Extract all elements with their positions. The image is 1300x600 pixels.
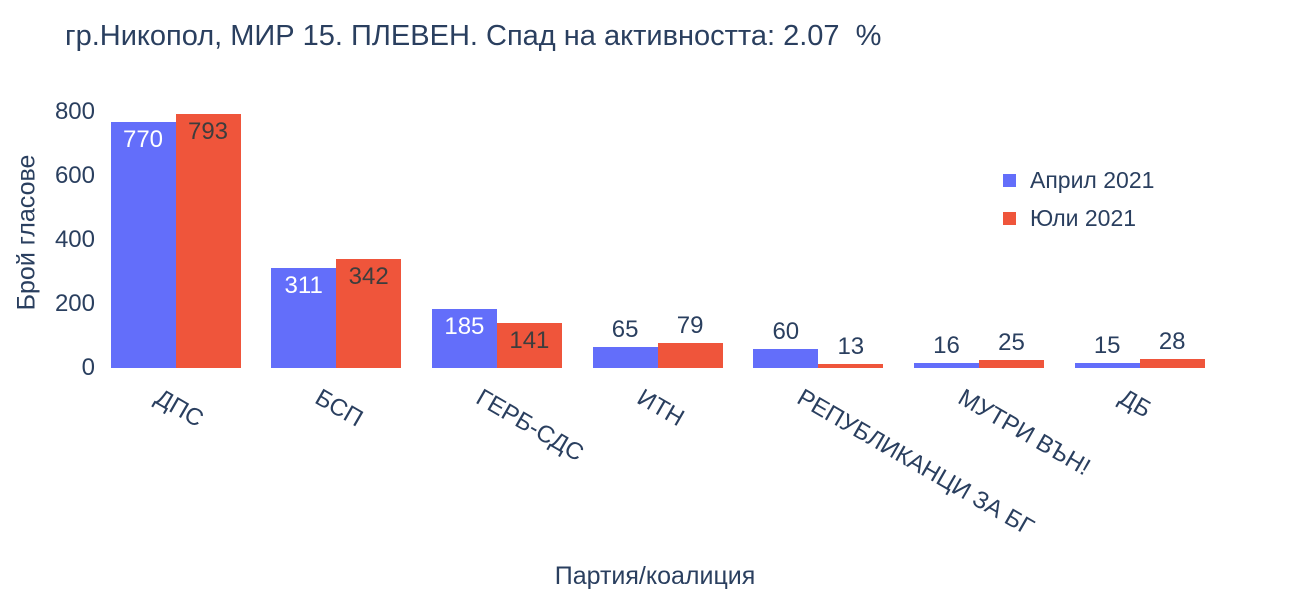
bar-value-label: 13	[837, 332, 865, 360]
bar-july	[1139, 359, 1205, 368]
legend-item[interactable]: Април 2021	[1003, 161, 1154, 199]
bar-july	[979, 360, 1044, 368]
x-tick-label: ИТН	[632, 384, 689, 433]
bar-april	[914, 362, 979, 368]
x-tick-label: ГЕРБ-СДС	[471, 384, 589, 467]
bar-value-label: 770	[122, 125, 164, 153]
bar-value-label: 185	[444, 312, 485, 340]
x-tick-label: ДПС	[150, 384, 208, 433]
bar-value-label: 28	[1158, 328, 1186, 356]
x-tick-label: БСП	[310, 384, 368, 433]
bar-april	[753, 348, 819, 368]
x-tick-label: ДБ	[1114, 384, 1156, 424]
bar-april	[431, 308, 497, 368]
bar-april	[110, 121, 176, 368]
y-tick-label: 400	[54, 226, 95, 253]
bar-value-label: 793	[187, 118, 229, 146]
legend-swatch-icon	[1003, 211, 1016, 225]
bar-value-label: 342	[348, 262, 389, 290]
bar-value-label: 141	[509, 326, 550, 354]
bar-july	[657, 342, 723, 368]
legend-label: Април 2021	[1030, 166, 1155, 193]
legend: Април 2021 Юли 2021	[1003, 161, 1154, 237]
x-tick-label: МУТРИ ВЪН!	[953, 384, 1095, 482]
bar-value-label: 65	[611, 316, 639, 344]
x-axis-title: Партия/коалиция	[554, 562, 756, 590]
bar-july	[175, 114, 241, 368]
bar-value-label: 15	[1093, 332, 1121, 360]
bar-value-label: 60	[772, 317, 800, 345]
bar-value-label: 16	[933, 331, 960, 359]
legend-item[interactable]: Юли 2021	[1003, 199, 1154, 237]
bar-value-label: 311	[284, 272, 323, 300]
chart-title: гр.Никопол, МИР 15. ПЛЕВЕН. Спад на акти…	[65, 20, 882, 52]
bar-july	[496, 322, 562, 368]
bar-april	[592, 347, 658, 368]
legend-swatch-icon	[1003, 173, 1016, 187]
y-tick-label: 0	[81, 354, 95, 381]
y-tick-label: 600	[54, 162, 95, 189]
bar-value-label: 79	[676, 311, 704, 339]
legend-label: Юли 2021	[1030, 204, 1137, 231]
bar-july	[336, 258, 402, 368]
y-tick-label: 200	[54, 290, 95, 317]
bar-april	[271, 268, 337, 368]
bar-value-label: 25	[998, 329, 1025, 356]
bar-april	[1074, 363, 1140, 368]
bar-july	[818, 363, 884, 368]
y-tick-label: 800	[54, 98, 95, 125]
